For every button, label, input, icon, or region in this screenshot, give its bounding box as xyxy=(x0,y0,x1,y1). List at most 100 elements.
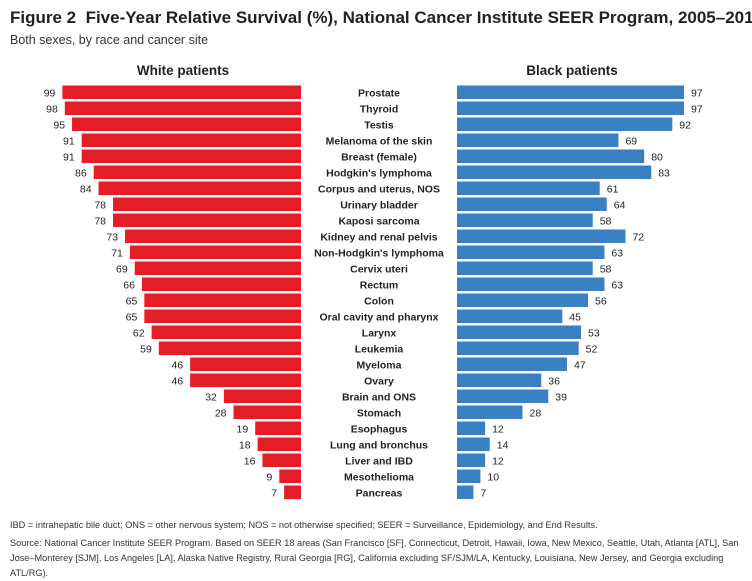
bar-black xyxy=(457,325,582,339)
category-label: Mesothelioma xyxy=(344,471,414,483)
category-label: Larynx xyxy=(362,327,397,339)
bar-white xyxy=(190,357,301,371)
value-label-black: 92 xyxy=(679,119,691,131)
category-label: Oral cavity and pharynx xyxy=(319,311,438,323)
value-label-white: 71 xyxy=(111,247,123,259)
bar-black xyxy=(457,277,605,291)
value-label-white: 78 xyxy=(94,215,106,227)
bar-black xyxy=(457,261,593,275)
bar-white xyxy=(98,181,301,195)
bar-black xyxy=(457,133,619,147)
bar-white xyxy=(233,405,301,419)
category-label: Lung and bronchus xyxy=(330,439,428,451)
bar-white xyxy=(81,149,301,163)
value-label-black: 47 xyxy=(574,359,586,371)
category-label: Prostate xyxy=(358,87,400,99)
category-label: Melanoma of the skin xyxy=(326,135,433,147)
value-label-black: 58 xyxy=(600,215,612,227)
value-label-black: 45 xyxy=(569,311,581,323)
value-label-black: 80 xyxy=(651,151,663,163)
value-label-white: 69 xyxy=(116,263,128,275)
bar-white xyxy=(151,325,301,339)
bar-black xyxy=(457,437,490,451)
value-label-white: 59 xyxy=(140,343,152,355)
value-label-black: 12 xyxy=(492,455,504,467)
category-label: Non-Hodgkin's lymphoma xyxy=(314,247,444,259)
bar-white xyxy=(279,469,301,483)
value-label-black: 61 xyxy=(607,183,619,195)
bar-white xyxy=(72,117,301,131)
category-label: Esophagus xyxy=(351,423,408,435)
figure-subtitle: Both sexes, by race and cancer site xyxy=(10,33,209,47)
bar-black xyxy=(457,453,486,467)
series-header-black: Black patients xyxy=(526,63,618,78)
category-label: Testis xyxy=(364,119,394,131)
bar-white xyxy=(125,229,301,243)
bar-white xyxy=(141,277,301,291)
bar-black xyxy=(457,405,523,419)
category-label: Leukemia xyxy=(355,343,404,355)
figure-title-text: Five-Year Relative Survival (%), Nationa… xyxy=(85,8,752,27)
value-label-black: 39 xyxy=(555,391,567,403)
bar-white xyxy=(113,197,302,211)
value-label-black: 69 xyxy=(625,135,637,147)
value-label-white: 62 xyxy=(133,327,145,339)
source-footnote: Source: National Cancer Institute SEER P… xyxy=(10,538,739,578)
value-label-white: 95 xyxy=(53,119,65,131)
value-label-white: 16 xyxy=(244,455,256,467)
series-header-white: White patients xyxy=(137,63,229,78)
butterfly-bar-chart: White patients Black patients 99 97 Prostate… xyxy=(44,63,703,499)
category-label: Cervix uteri xyxy=(350,263,408,275)
value-label-white: 86 xyxy=(75,167,87,179)
value-label-black: 52 xyxy=(586,343,598,355)
category-label: Corpus and uterus, NOS xyxy=(318,183,440,195)
bar-black xyxy=(457,293,589,307)
value-label-black: 53 xyxy=(588,327,600,339)
category-label: Colon xyxy=(364,295,394,307)
bar-white xyxy=(144,309,301,323)
bar-black xyxy=(457,421,486,435)
value-label-black: 7 xyxy=(480,487,486,499)
bar-white xyxy=(134,261,301,275)
value-label-white: 7 xyxy=(271,487,277,499)
bar-black xyxy=(457,181,600,195)
category-label: Myeloma xyxy=(357,359,402,371)
value-label-white: 28 xyxy=(215,407,227,419)
category-label: Pancreas xyxy=(356,487,403,499)
category-label: Kidney and renal pelvis xyxy=(320,231,437,243)
bar-white xyxy=(257,437,301,451)
bar-black xyxy=(457,213,593,227)
bar-black xyxy=(457,357,567,371)
bar-black xyxy=(457,85,684,99)
value-label-white: 65 xyxy=(126,295,138,307)
value-label-black: 63 xyxy=(611,247,623,259)
bar-black xyxy=(457,309,563,323)
bar-black xyxy=(457,165,652,179)
value-label-white: 91 xyxy=(63,151,75,163)
value-label-white: 65 xyxy=(126,311,138,323)
value-label-white: 99 xyxy=(44,87,56,99)
bar-black xyxy=(457,197,607,211)
bar-white xyxy=(129,245,301,259)
bar-black xyxy=(457,389,549,403)
value-label-white: 46 xyxy=(171,375,183,387)
value-label-black: 97 xyxy=(691,87,703,99)
value-label-white: 46 xyxy=(171,359,183,371)
value-label-black: 14 xyxy=(497,439,509,451)
abbreviations-footnote: IBD = intrahepatic bile duct; ONS = othe… xyxy=(10,520,598,530)
bar-black xyxy=(457,117,673,131)
value-label-black: 56 xyxy=(595,295,607,307)
figure-label: Figure 2 xyxy=(10,8,77,27)
value-label-white: 84 xyxy=(80,183,92,195)
bar-white xyxy=(64,101,301,115)
value-label-black: 83 xyxy=(658,167,670,179)
bar-black xyxy=(457,341,579,355)
value-label-black: 58 xyxy=(600,263,612,275)
value-label-white: 78 xyxy=(94,199,106,211)
bar-black xyxy=(457,373,542,387)
value-label-black: 28 xyxy=(530,407,542,419)
value-label-black: 97 xyxy=(691,103,703,115)
value-label-black: 36 xyxy=(548,375,560,387)
bar-black xyxy=(457,101,684,115)
bar-white xyxy=(113,213,302,227)
